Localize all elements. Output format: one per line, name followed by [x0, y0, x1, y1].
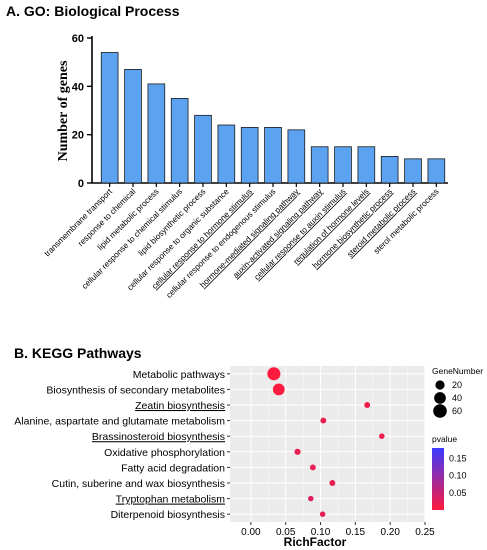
- x-tick-label: 0.25: [415, 527, 435, 538]
- y-tick-label: 0: [78, 178, 84, 190]
- gene-number-legend: GeneNumber 20 40 60: [432, 366, 483, 418]
- panel-a-y-axis-label: Number of genes: [56, 60, 71, 161]
- bar: [427, 158, 446, 184]
- y-tick-label: 60: [72, 33, 84, 45]
- pathway-dot: [267, 367, 281, 381]
- panel-b-title: B. KEGG Pathways: [14, 345, 142, 361]
- pathway-label: Metabolic pathways: [133, 369, 225, 381]
- x-tick-label: 0.00: [241, 527, 261, 538]
- pathway-dot: [364, 402, 371, 408]
- pvalue-legend: pvalue 0.05 0.10 0.15: [432, 434, 467, 510]
- bar: [124, 69, 142, 184]
- bar: [357, 146, 376, 184]
- bar: [194, 114, 212, 184]
- pathway-dot: [379, 433, 385, 439]
- pvalue-legend-label: 0.10: [449, 471, 467, 481]
- pathway-label: Zeatin biosynthesis: [135, 400, 225, 412]
- pathway-label: Alanine, aspartate and glutamate metabol…: [14, 416, 225, 428]
- pathway-dot: [308, 495, 314, 502]
- pathway-label: Diterpenoid biosynthesis: [111, 509, 225, 521]
- pathway-dot: [319, 511, 326, 517]
- gene-number-legend-label: 20: [452, 380, 462, 390]
- bar: [147, 83, 166, 184]
- pathway-label: Biosynthesis of secondary metabolites: [46, 384, 225, 396]
- pathway-label: Brassinosteroid biosynthesis: [92, 431, 225, 443]
- pathway-dot: [272, 383, 285, 396]
- plot-background: [230, 366, 425, 522]
- bar: [404, 158, 422, 184]
- bar: [380, 156, 399, 184]
- x-tick-label: 0.10: [311, 527, 331, 538]
- pvalue-legend-label: 0.15: [449, 453, 467, 463]
- pathway-label: Fatty acid degradation: [121, 462, 225, 474]
- x-tick-label: 0.15: [346, 527, 366, 538]
- bar: [240, 127, 259, 184]
- bar: [264, 127, 282, 184]
- x-tick-label: 0.05: [276, 527, 296, 538]
- panel-b-x-axis-label: RichFactor: [284, 535, 347, 549]
- bar: [310, 146, 329, 184]
- pvalue-legend-title: pvalue: [432, 434, 457, 444]
- gene-number-legend-dot: [433, 404, 447, 418]
- pvalue-colorbar: [432, 448, 444, 510]
- x-tick-label: 0.20: [380, 527, 400, 538]
- bar: [100, 52, 119, 184]
- bar: [217, 124, 236, 184]
- pathway-label: Oxidative phosphorylation: [104, 447, 225, 459]
- bar: [170, 98, 189, 184]
- pathway-dot: [309, 464, 316, 471]
- gene-number-legend-label: 40: [452, 393, 462, 403]
- panel-a-title: A. GO: Biological Process: [6, 3, 180, 19]
- kegg-dot-chart: Metabolic pathways Biosynthesis of second…: [14, 366, 435, 538]
- gene-number-legend-label: 60: [452, 406, 462, 416]
- y-tick-label: 40: [72, 81, 84, 93]
- pathway-label: Tryptophan metabolism: [116, 494, 226, 506]
- pathway-dot: [294, 448, 301, 455]
- pathway-label: Cutin, suberine and wax biosynthesis: [52, 478, 225, 490]
- gene-number-legend-dot: [435, 380, 445, 390]
- pathway-dot: [329, 480, 336, 486]
- gene-number-legend-dot: [434, 392, 446, 404]
- pvalue-legend-label: 0.05: [449, 488, 467, 498]
- gene-number-legend-title: GeneNumber: [432, 366, 483, 376]
- pathway-dot: [320, 417, 327, 424]
- y-tick-label: 20: [72, 130, 84, 142]
- bar: [334, 146, 352, 184]
- bar: [287, 129, 306, 184]
